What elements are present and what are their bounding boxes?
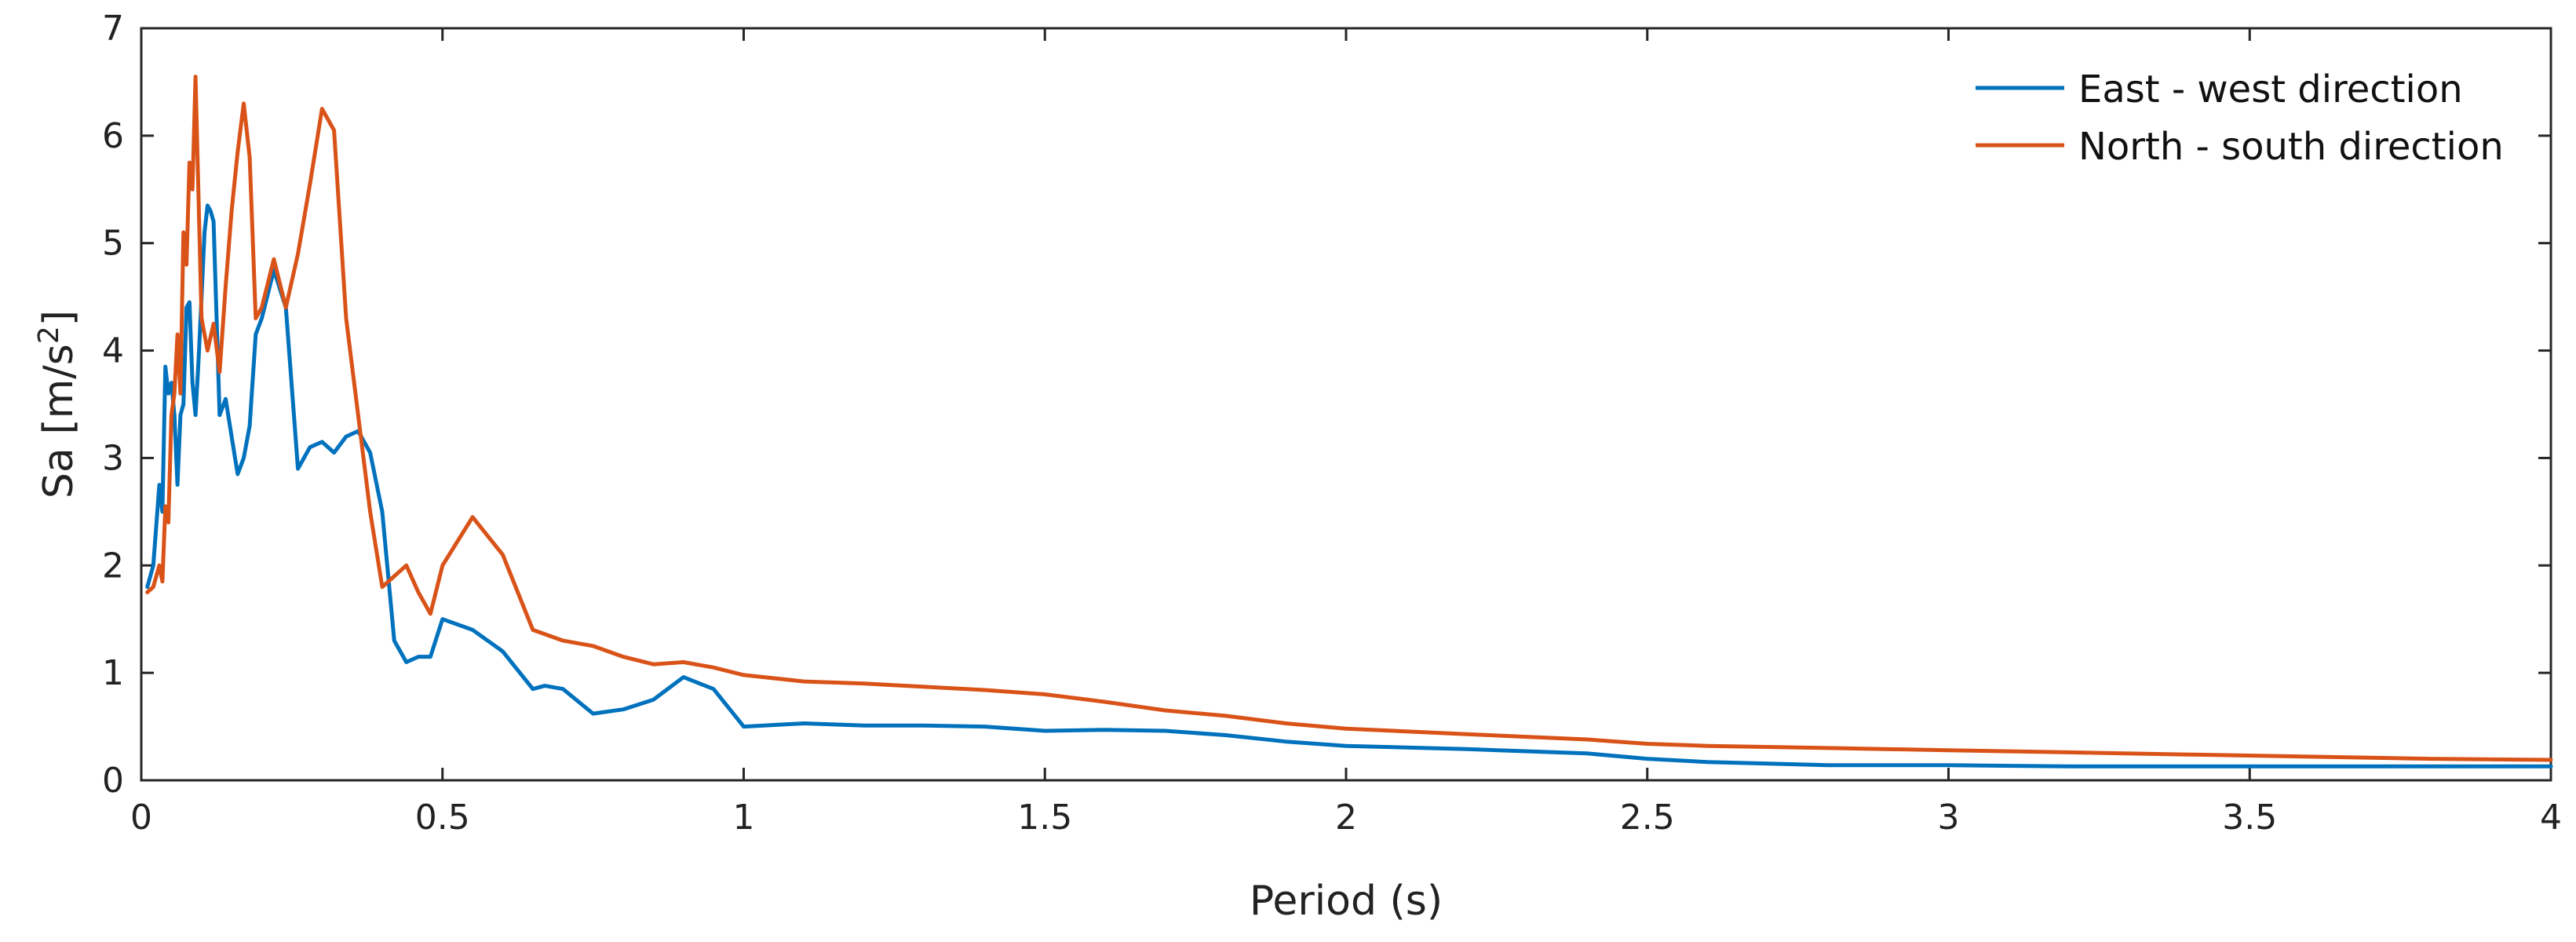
legend: East - west direction North - south dire… bbox=[1976, 68, 2504, 169]
y-tick-label: 6 bbox=[102, 116, 124, 156]
x-axis-title: Period (s) bbox=[1250, 878, 1443, 925]
x-tick-label: 1 bbox=[733, 798, 755, 838]
y-axis-title-superscript: 2 bbox=[33, 326, 65, 344]
series-line-north-south bbox=[145, 75, 2553, 762]
y-tick-label: 4 bbox=[102, 331, 124, 371]
y-axis-title: Sa [m/s2] bbox=[33, 310, 82, 498]
x-tick-label: 1.5 bbox=[1017, 798, 1072, 838]
x-tick-label: 4 bbox=[2540, 798, 2562, 838]
y-axis-title-suffix: ] bbox=[35, 310, 82, 326]
x-tick-label: 0.5 bbox=[415, 798, 470, 838]
plot-area bbox=[140, 27, 2552, 782]
y-tick-label: 3 bbox=[102, 438, 124, 478]
y-tick-label: 1 bbox=[102, 653, 124, 693]
series-line-east-west bbox=[145, 203, 2553, 769]
x-axis-ticks: 0 0.5 1 1.5 2 2.5 3 3.5 4 bbox=[130, 28, 2562, 838]
x-tick-label: 0 bbox=[130, 798, 152, 838]
legend-label-east-west: East - west direction bbox=[2078, 68, 2463, 111]
x-tick-label: 2.5 bbox=[1620, 798, 1675, 838]
x-tick-label: 2 bbox=[1335, 798, 1357, 838]
legend-label-north-south: North - south direction bbox=[2078, 125, 2504, 169]
y-tick-label: 2 bbox=[102, 546, 124, 586]
y-tick-label: 5 bbox=[102, 224, 124, 264]
y-tick-label: 7 bbox=[102, 9, 124, 49]
x-tick-label: 3.5 bbox=[2222, 798, 2277, 838]
y-axis-title-prefix: Sa [m/s bbox=[35, 344, 82, 498]
y-tick-label: 0 bbox=[102, 761, 124, 801]
series-lines bbox=[145, 75, 2553, 769]
x-tick-label: 3 bbox=[1938, 798, 1960, 838]
